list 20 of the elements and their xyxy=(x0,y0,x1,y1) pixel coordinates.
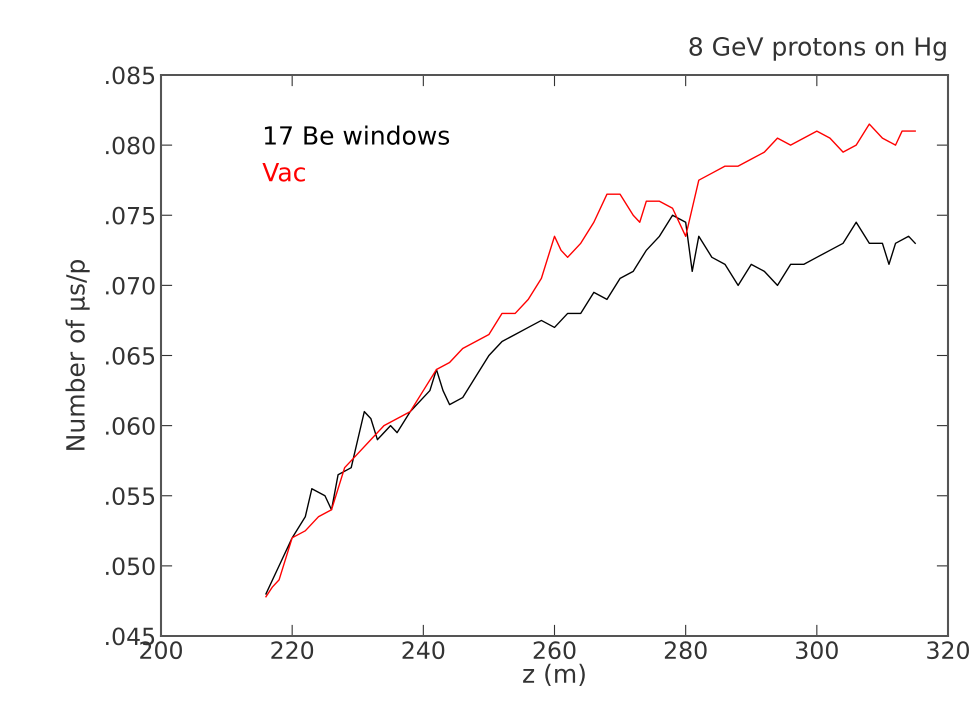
y-tick-label: .080 xyxy=(106,136,155,154)
y-tick-label: .070 xyxy=(106,276,155,295)
y-tick-label: .060 xyxy=(106,417,155,435)
x-tick-label: 260 xyxy=(534,641,576,660)
text: Vac xyxy=(262,163,305,182)
y-tick-label: .075 xyxy=(106,206,154,225)
x-tick-label: 280 xyxy=(664,641,707,660)
x-tick-label: 300 xyxy=(796,641,838,660)
line-series xyxy=(265,214,916,595)
chart-title: 8 GeV protons on Hg xyxy=(689,37,946,61)
x-axis-title: z (m) xyxy=(523,664,585,686)
y-tick-label: .065 xyxy=(106,346,154,365)
x-tick-label: 220 xyxy=(271,641,314,660)
y-tick-label: .050 xyxy=(106,557,155,576)
y-tick-label: .085 xyxy=(106,66,154,84)
text: 17 Be windows xyxy=(264,126,450,145)
y-axis-title: Number of μs/p xyxy=(65,260,90,450)
x-tick-label: 320 xyxy=(927,641,969,660)
x-tick-label: 240 xyxy=(402,641,444,660)
y-tick-label: .055 xyxy=(106,487,154,506)
